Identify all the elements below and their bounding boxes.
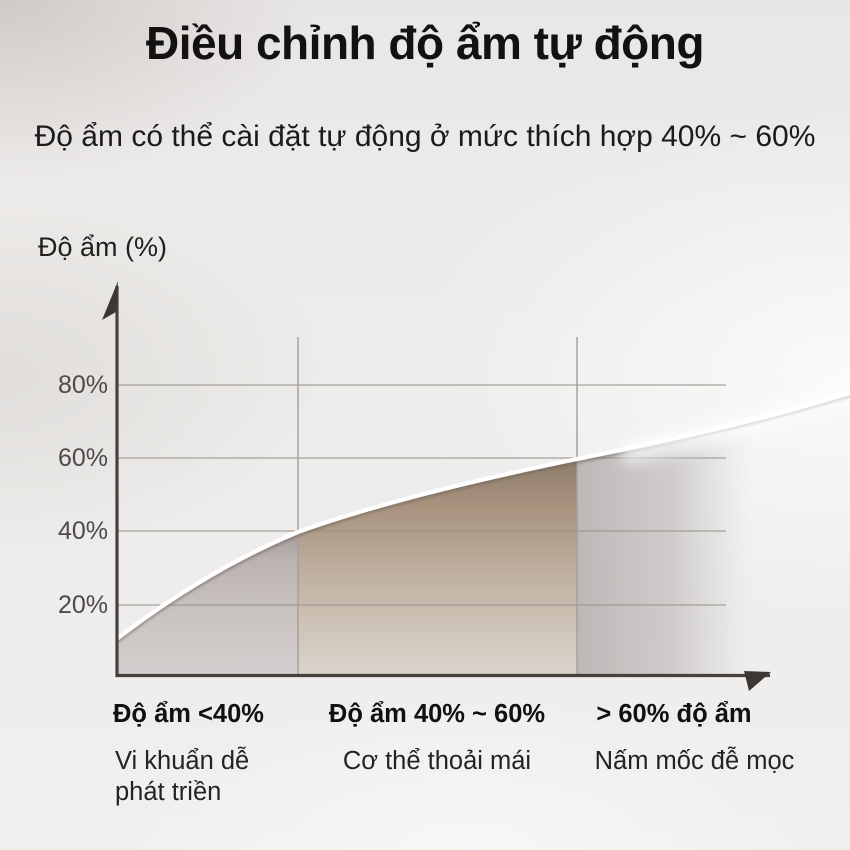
zone-1-label: Độ ẩm <40% xyxy=(113,700,264,728)
zone-boundary-lines xyxy=(297,337,578,674)
x-axis-arrow-icon xyxy=(744,671,771,691)
page-subtitle: Độ ẩm có thể cài đặt tự động ở mức thích… xyxy=(34,120,816,153)
zone-1-description: Vi khuẩn dễ phát triền xyxy=(115,746,345,808)
y-axis-arrow-icon xyxy=(102,281,118,320)
zone-1-desc-line-1: Vi khuẩn dễ xyxy=(115,747,250,775)
humidity-curve xyxy=(115,390,850,641)
page-title: Điều chỉnh độ ẩm tự động xyxy=(146,17,704,69)
zone-3-label: > 60% độ ẩm xyxy=(596,700,752,728)
zone-2-desc-line-1: Cơ thể thoải mái xyxy=(342,747,532,775)
y-tick-80: 80% xyxy=(57,371,108,399)
y-axis-title: Độ ẩm (%) xyxy=(38,232,168,262)
zone-1-desc-line-2: phát triền xyxy=(115,778,222,806)
zone-2-area xyxy=(298,461,577,675)
zone-2-label: Độ ẩm 40% ~ 60% xyxy=(328,700,546,728)
y-tick-40: 40% xyxy=(57,517,108,545)
y-tick-60: 60% xyxy=(57,444,108,472)
gridlines xyxy=(118,384,726,606)
zone-3-desc-line-1: Nấm mốc đễ mọc xyxy=(594,747,795,775)
zone-2-description: Cơ thể thoải mái xyxy=(318,746,556,777)
zone-3-area xyxy=(577,428,752,675)
zone-3-description: Nấm mốc đễ mọc xyxy=(567,746,822,777)
y-tick-20: 20% xyxy=(57,591,108,619)
